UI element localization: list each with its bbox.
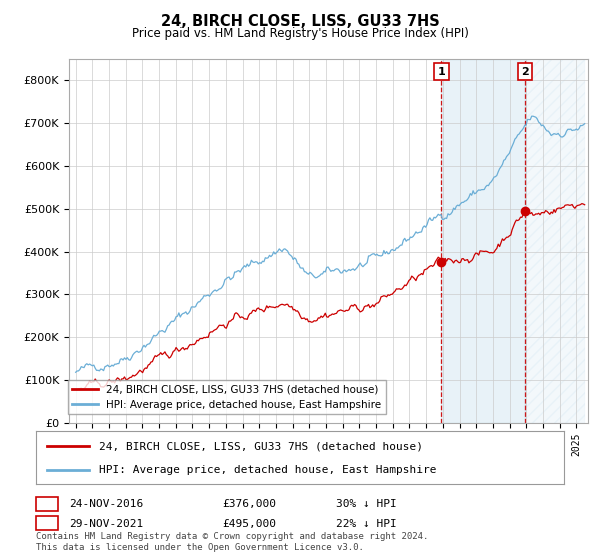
Text: 30% ↓ HPI: 30% ↓ HPI (336, 499, 397, 509)
Bar (442, 59, 525, 423)
Text: HPI: Average price, detached house, East Hampshire: HPI: Average price, detached house, East… (100, 464, 437, 474)
Text: £495,000: £495,000 (222, 519, 276, 529)
Text: 2: 2 (521, 67, 529, 77)
Text: 2: 2 (43, 519, 50, 529)
Text: 24-NOV-2016: 24-NOV-2016 (69, 499, 143, 509)
Text: 24, BIRCH CLOSE, LISS, GU33 7HS: 24, BIRCH CLOSE, LISS, GU33 7HS (161, 14, 439, 29)
Text: Price paid vs. HM Land Registry's House Price Index (HPI): Price paid vs. HM Land Registry's House … (131, 27, 469, 40)
Legend: 24, BIRCH CLOSE, LISS, GU33 7HS (detached house), HPI: Average price, detached h: 24, BIRCH CLOSE, LISS, GU33 7HS (detache… (68, 380, 386, 414)
Text: 24, BIRCH CLOSE, LISS, GU33 7HS (detached house): 24, BIRCH CLOSE, LISS, GU33 7HS (detache… (100, 441, 424, 451)
Text: 1: 1 (43, 499, 50, 509)
Text: 29-NOV-2021: 29-NOV-2021 (69, 519, 143, 529)
Bar (525, 59, 584, 423)
Text: Contains HM Land Registry data © Crown copyright and database right 2024.
This d: Contains HM Land Registry data © Crown c… (36, 533, 428, 552)
Text: 1: 1 (437, 67, 445, 77)
Text: £376,000: £376,000 (222, 499, 276, 509)
Text: 22% ↓ HPI: 22% ↓ HPI (336, 519, 397, 529)
